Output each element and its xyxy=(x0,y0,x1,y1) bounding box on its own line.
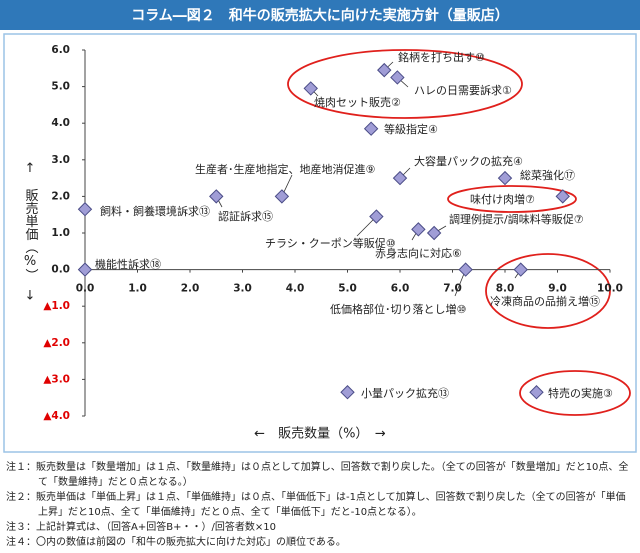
point-label: 認証訴求⑮ xyxy=(218,209,273,223)
marker xyxy=(369,209,384,224)
x-tick-label: 9.0 xyxy=(548,283,567,295)
point-label: 等級指定④ xyxy=(384,122,438,136)
point-label: 味付け肉増⑦ xyxy=(470,193,535,206)
marker xyxy=(555,189,570,204)
y-tick-label: 4.0 xyxy=(51,117,70,129)
y-tick-label: 5.0 xyxy=(51,81,70,93)
y-tick-label: ▲3.0 xyxy=(43,373,70,385)
y-tick-label: 0.0 xyxy=(51,264,70,276)
marker xyxy=(377,62,392,78)
marker xyxy=(411,222,426,237)
x-tick-label: 3.0 xyxy=(233,283,252,295)
marker xyxy=(390,70,405,85)
x-axis-title: ← 販売数量（%） → xyxy=(254,426,386,442)
x-tick-label: 0.0 xyxy=(76,283,95,295)
x-tick-label: 4.0 xyxy=(286,283,305,295)
point-label: 総菜強化⑰ xyxy=(520,168,575,182)
chart-title: コラム―図２ 和牛の販売拡大に向けた実施方針（量販店） xyxy=(131,7,509,24)
marker xyxy=(392,170,408,186)
y-axis-title: ↑ 販売単価（%） ↓ xyxy=(23,161,39,304)
chart-frame xyxy=(3,33,637,453)
point-label: 生産者･生産地指定、地産地消促進⑨ xyxy=(195,162,375,176)
marker xyxy=(513,262,528,277)
marker xyxy=(426,225,442,241)
note: 注４：〇内の数値は前図の「和牛の販売拡大に向けた対応」の順位である。 xyxy=(6,537,346,548)
y-tick-label: 6.0 xyxy=(51,44,70,56)
marker xyxy=(303,81,318,96)
note: 注３：上記計算式は、（回答A+回答B+・・）/回答者数×10 xyxy=(6,522,276,533)
marker xyxy=(77,262,93,277)
point-label: 特売の実施③ xyxy=(548,386,613,400)
notes: 注１：販売数量は「数量増加」は１点、「数量維持」は０点として加算し、回答数で割り… xyxy=(6,460,634,550)
x-tick-label: 6.0 xyxy=(391,283,410,295)
point-label: 大容量パックの拡充④ xyxy=(414,154,523,168)
point-label: 銘柄を打ち出す⑩ xyxy=(398,50,485,64)
point-label: 機能性訴求⑱ xyxy=(95,257,161,271)
marker xyxy=(497,170,513,186)
chart: コラム―図２ 和牛の販売拡大に向けた実施方針（量販店） ← 販売数量（%） → … xyxy=(0,0,640,453)
marker xyxy=(529,385,544,400)
marker xyxy=(77,202,93,217)
title-bar xyxy=(0,0,640,30)
x-tick-label: 1.0 xyxy=(128,283,147,295)
note: 注２：販売単価は「単価上昇」は１点、「単価維持」は０点、「単価低下」は-1点とし… xyxy=(6,492,626,518)
point-label: 焼肉セット販売② xyxy=(314,96,401,109)
marker xyxy=(209,189,224,204)
highlight-ellipse xyxy=(485,253,611,329)
point-label: チラシ・クーポン等販促⑩ xyxy=(265,236,396,250)
highlight-ellipse xyxy=(287,49,523,119)
point-label: ハレの日需要訴求① xyxy=(414,83,512,97)
point-label: 小量パック拡充⑬ xyxy=(361,386,449,400)
point-label: 飼料・飼養環境訴求⑬ xyxy=(100,204,210,218)
highlight-ellipse xyxy=(447,185,577,213)
marker xyxy=(340,385,355,400)
point-label: 調理例提示/調味料等販促⑦ xyxy=(449,212,584,226)
y-tick-label: 2.0 xyxy=(51,190,70,202)
y-tick-label: 3.0 xyxy=(51,154,70,166)
y-tick-label: ▲4.0 xyxy=(43,410,70,422)
x-tick-label: 10.0 xyxy=(597,283,623,295)
marker xyxy=(274,189,290,204)
x-tick-label: 2.0 xyxy=(181,283,200,295)
highlight-ellipse xyxy=(519,370,631,416)
y-tick-label: 1.0 xyxy=(51,227,70,239)
y-tick-label: ▲1.0 xyxy=(43,300,70,312)
point-label: 低価格部位･切り落とし増⑩ xyxy=(330,302,466,316)
x-tick-label: 5.0 xyxy=(338,283,357,295)
y-tick-label: ▲2.0 xyxy=(43,337,70,349)
point-label: 冷凍商品の品揃え増⑮ xyxy=(490,294,600,308)
note: 注１：販売数量は「数量増加」は１点、「数量維持」は０点として加算し、回答数で割り… xyxy=(6,462,629,488)
point-label: 赤身志向に対応⑥ xyxy=(375,246,462,260)
marker xyxy=(458,262,473,277)
x-tick-label: 7.0 xyxy=(443,283,462,295)
x-tick-label: 8.0 xyxy=(496,283,515,295)
marker xyxy=(363,121,379,136)
